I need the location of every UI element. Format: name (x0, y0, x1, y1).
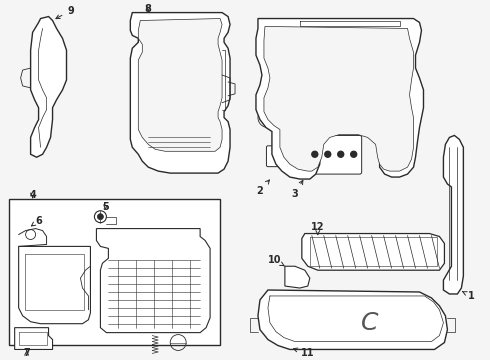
Circle shape (338, 151, 343, 157)
FancyBboxPatch shape (27, 282, 72, 304)
Text: 7: 7 (23, 348, 30, 359)
Polygon shape (15, 328, 52, 350)
Polygon shape (285, 266, 310, 288)
Polygon shape (302, 234, 444, 270)
Polygon shape (264, 26, 414, 171)
Text: 10: 10 (268, 255, 285, 266)
FancyBboxPatch shape (147, 21, 215, 69)
FancyBboxPatch shape (303, 135, 362, 174)
Polygon shape (130, 13, 230, 173)
Polygon shape (138, 18, 222, 151)
FancyBboxPatch shape (187, 121, 203, 132)
FancyBboxPatch shape (147, 121, 163, 132)
FancyBboxPatch shape (207, 121, 223, 132)
Text: 1: 1 (463, 291, 475, 301)
Polygon shape (256, 18, 423, 179)
Polygon shape (443, 135, 464, 294)
Circle shape (351, 151, 357, 157)
Text: 5: 5 (102, 202, 109, 212)
Text: 8: 8 (145, 4, 152, 14)
Bar (9, 199, 220, 346)
Polygon shape (258, 290, 447, 350)
Text: 6: 6 (31, 216, 42, 226)
Text: C: C (361, 311, 378, 335)
Text: 4: 4 (29, 190, 36, 200)
Text: 2: 2 (257, 180, 270, 196)
Circle shape (325, 151, 331, 157)
FancyBboxPatch shape (267, 146, 305, 167)
Circle shape (98, 214, 103, 220)
Text: 12: 12 (311, 222, 324, 235)
Polygon shape (30, 17, 67, 157)
Circle shape (312, 151, 318, 157)
Polygon shape (97, 229, 210, 333)
Text: 11: 11 (294, 348, 315, 359)
FancyBboxPatch shape (167, 121, 183, 132)
Text: 3: 3 (292, 180, 303, 199)
Text: 9: 9 (56, 6, 74, 19)
Polygon shape (19, 246, 91, 324)
